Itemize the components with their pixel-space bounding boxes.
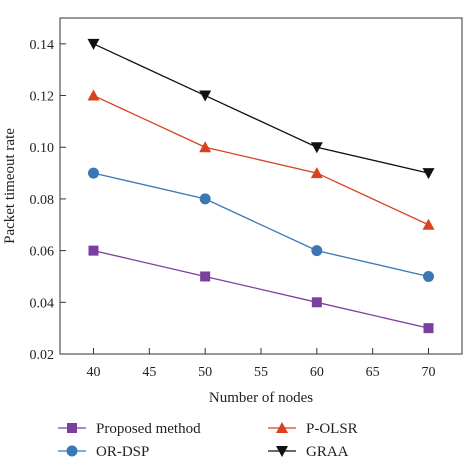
- series-layer: [87, 38, 435, 334]
- data-point-p-olsr: [199, 141, 212, 153]
- y-tick-label: 0.06: [30, 245, 55, 260]
- legend-label: Proposed method: [96, 421, 201, 437]
- series-line-or-dsp: [93, 172, 429, 278]
- series-or-dsp: [88, 167, 434, 282]
- legend-marker: [67, 423, 77, 433]
- data-point-or-dsp: [199, 193, 211, 205]
- y-tick-label: 0.10: [30, 141, 55, 156]
- legend-label: GRAA: [306, 444, 349, 460]
- x-axis-title: Number of nodes: [209, 390, 313, 406]
- data-point-or-dsp: [311, 245, 323, 257]
- legend-item-graa: GRAA: [268, 444, 349, 460]
- x-tick-label: 50: [198, 365, 212, 380]
- legend-item-proposed-method: Proposed method: [58, 421, 201, 437]
- legend-marker: [276, 422, 288, 433]
- data-point-or-dsp: [88, 167, 99, 179]
- legend-marker: [66, 445, 78, 457]
- series-graa: [87, 38, 435, 180]
- data-point-graa: [87, 38, 100, 50]
- x-tick-label: 70: [422, 365, 436, 380]
- legend-marker: [276, 446, 288, 457]
- y-tick-label: 0.08: [30, 193, 55, 208]
- data-point-graa: [422, 168, 435, 180]
- y-axis-title: Packet timeout rate: [2, 128, 18, 244]
- y-tick-label: 0.14: [30, 38, 55, 53]
- x-tick-label: 55: [254, 365, 268, 380]
- data-point-graa: [199, 90, 212, 102]
- y-tick-label: 0.12: [30, 90, 55, 105]
- x-tick-label: 60: [310, 365, 324, 380]
- data-point-p-olsr: [422, 218, 435, 230]
- y-tick-label: 0.02: [30, 348, 55, 363]
- y-tick-label: 0.04: [30, 296, 55, 311]
- data-point-p-olsr: [87, 89, 100, 101]
- legend: Proposed method P-OLSR OR-DSP GRAA: [58, 421, 358, 460]
- x-tick-label: 45: [142, 365, 156, 380]
- legend-label: P-OLSR: [306, 421, 358, 437]
- legend-item-or-dsp: OR-DSP: [58, 444, 149, 460]
- series-line-proposed-method: [93, 249, 429, 329]
- y-axis-ticks: 0.02 0.04 0.06 0.08 0.10 0.12 0.14: [30, 38, 66, 363]
- x-tick-label: 65: [366, 365, 380, 380]
- x-tick-label: 40: [87, 365, 101, 380]
- data-point-p-olsr: [310, 167, 323, 179]
- data-point-proposed-method: [423, 323, 434, 334]
- series-line-graa: [93, 43, 429, 174]
- data-point-proposed-method: [200, 271, 211, 282]
- data-point-or-dsp: [423, 270, 434, 282]
- x-axis-ticks: 40 45 50 55 60 65 70: [87, 348, 436, 380]
- plot-frame: [59, 17, 463, 355]
- legend-item-p-olsr: P-OLSR: [268, 421, 358, 437]
- data-point-graa: [310, 142, 323, 154]
- series-proposed-method: [88, 245, 434, 334]
- data-point-proposed-method: [88, 245, 99, 256]
- legend-label: OR-DSP: [96, 444, 149, 460]
- series-p-olsr: [87, 89, 435, 230]
- data-point-proposed-method: [311, 297, 322, 308]
- series-line-p-olsr: [93, 94, 429, 226]
